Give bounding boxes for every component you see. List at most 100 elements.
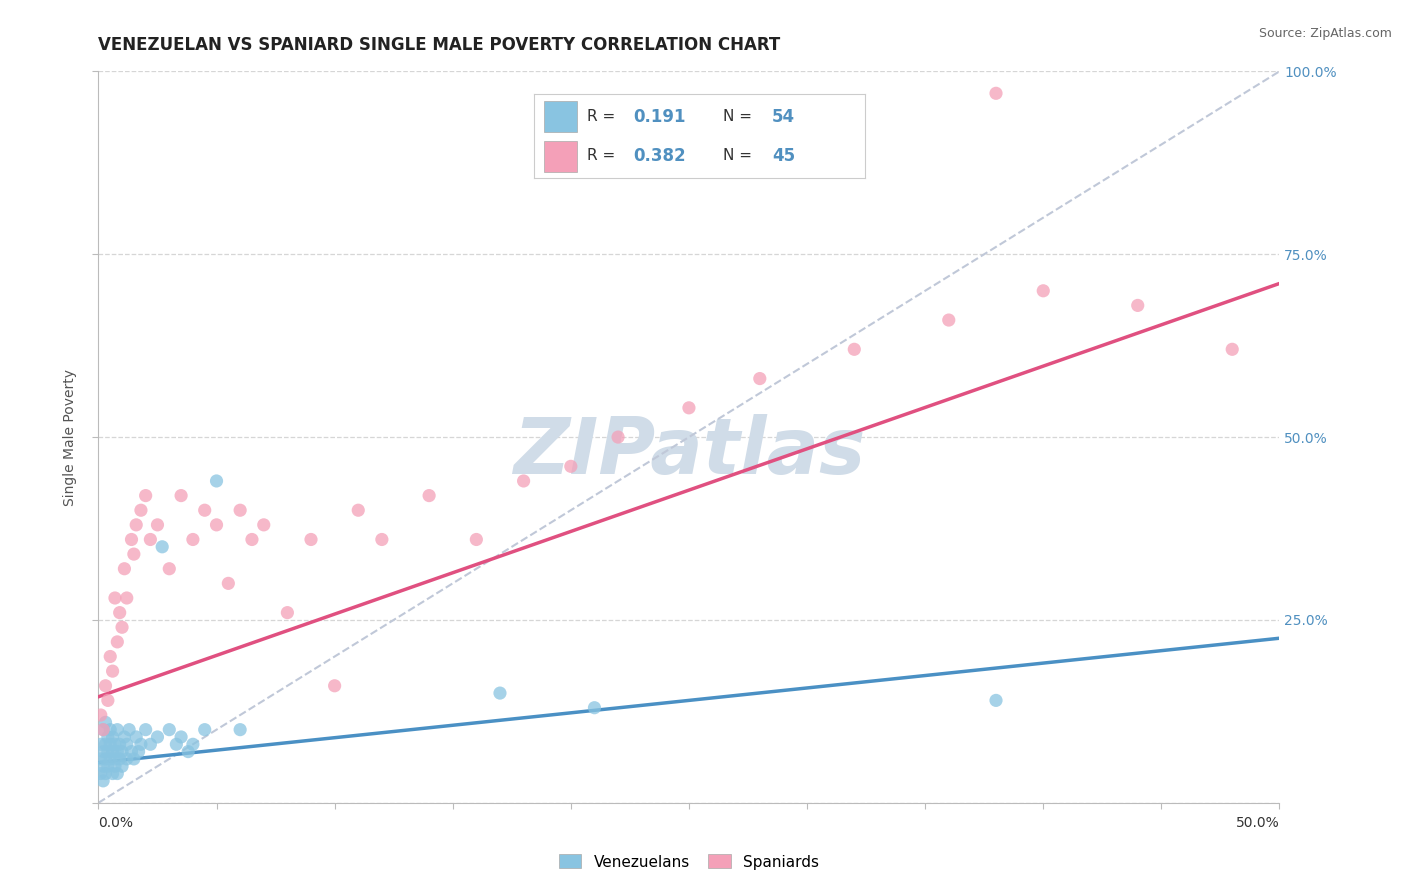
Point [121,533,143,547]
Point [97,745,120,759]
FancyBboxPatch shape [544,102,578,132]
Point [139,533,162,547]
Point [512,474,534,488]
Point [90,708,112,723]
Text: 0.0%: 0.0% [98,816,134,830]
Point [104,591,127,605]
Point [1126,298,1149,312]
Point [115,591,138,605]
Text: R =: R = [588,148,620,163]
Text: 45: 45 [772,146,796,164]
Point [94,679,117,693]
Point [112,730,135,744]
Point [323,679,346,693]
Point [105,766,128,780]
Point [125,730,148,744]
Point [129,737,152,751]
Point [122,547,145,561]
Text: 0.382: 0.382 [633,146,686,164]
Point [115,737,138,751]
Point [101,730,124,744]
Point [465,533,488,547]
Point [111,759,134,773]
Point [229,503,252,517]
Point [105,745,128,759]
Point [157,562,180,576]
Point [194,503,217,517]
Point [299,533,322,547]
Point [984,693,1007,707]
Text: VENEZUELAN VS SPANIARD SINGLE MALE POVERTY CORRELATION CHART: VENEZUELAN VS SPANIARD SINGLE MALE POVER… [98,36,780,54]
Point [240,533,263,547]
Point [678,401,700,415]
Point [97,730,120,744]
Point [347,503,370,517]
Point [105,635,128,649]
Point [90,752,112,766]
Point [583,700,606,714]
Point [90,737,112,751]
Point [98,649,121,664]
Text: ZIPatlas: ZIPatlas [513,414,865,490]
Point [91,745,114,759]
Point [181,737,204,751]
Point [135,723,157,737]
Point [90,766,112,780]
Point [98,723,121,737]
Point [129,503,152,517]
Point [108,737,131,751]
Point [253,517,276,532]
Point [115,752,138,766]
Point [105,723,128,737]
Point [560,459,582,474]
Text: 50.0%: 50.0% [1236,816,1279,830]
Point [104,752,127,766]
Point [844,343,866,357]
Point [91,723,114,737]
Point [101,745,124,759]
Y-axis label: Single Male Poverty: Single Male Poverty [63,368,77,506]
Point [128,745,150,759]
Point [97,759,120,773]
Point [1220,343,1243,357]
Point [418,489,440,503]
Point [157,723,180,737]
Text: Source: ZipAtlas.com: Source: ZipAtlas.com [1258,27,1392,40]
Point [607,430,630,444]
Legend: Venezuelans, Spaniards: Venezuelans, Spaniards [553,848,825,876]
Text: R =: R = [588,109,620,124]
Point [170,489,193,503]
Point [146,730,169,744]
Point [111,620,134,634]
Point [938,313,960,327]
Text: N =: N = [723,148,756,163]
Point [194,723,217,737]
Point [229,723,252,737]
Point [170,730,193,744]
Point [94,715,117,730]
Point [489,686,512,700]
Point [104,737,127,751]
Point [94,737,117,751]
Point [111,745,134,759]
Point [104,759,127,773]
Point [181,533,204,547]
Point [1032,284,1054,298]
Point [217,576,239,591]
Point [108,606,131,620]
Point [94,752,117,766]
Point [97,693,120,707]
Point [108,752,131,766]
Point [150,540,173,554]
FancyBboxPatch shape [544,141,578,171]
Point [139,737,162,751]
Point [371,533,394,547]
Point [135,489,157,503]
Point [98,737,121,751]
Text: N =: N = [723,109,756,124]
Point [94,766,117,780]
Point [984,87,1007,101]
Point [125,517,148,532]
Point [146,517,169,532]
Point [121,745,143,759]
